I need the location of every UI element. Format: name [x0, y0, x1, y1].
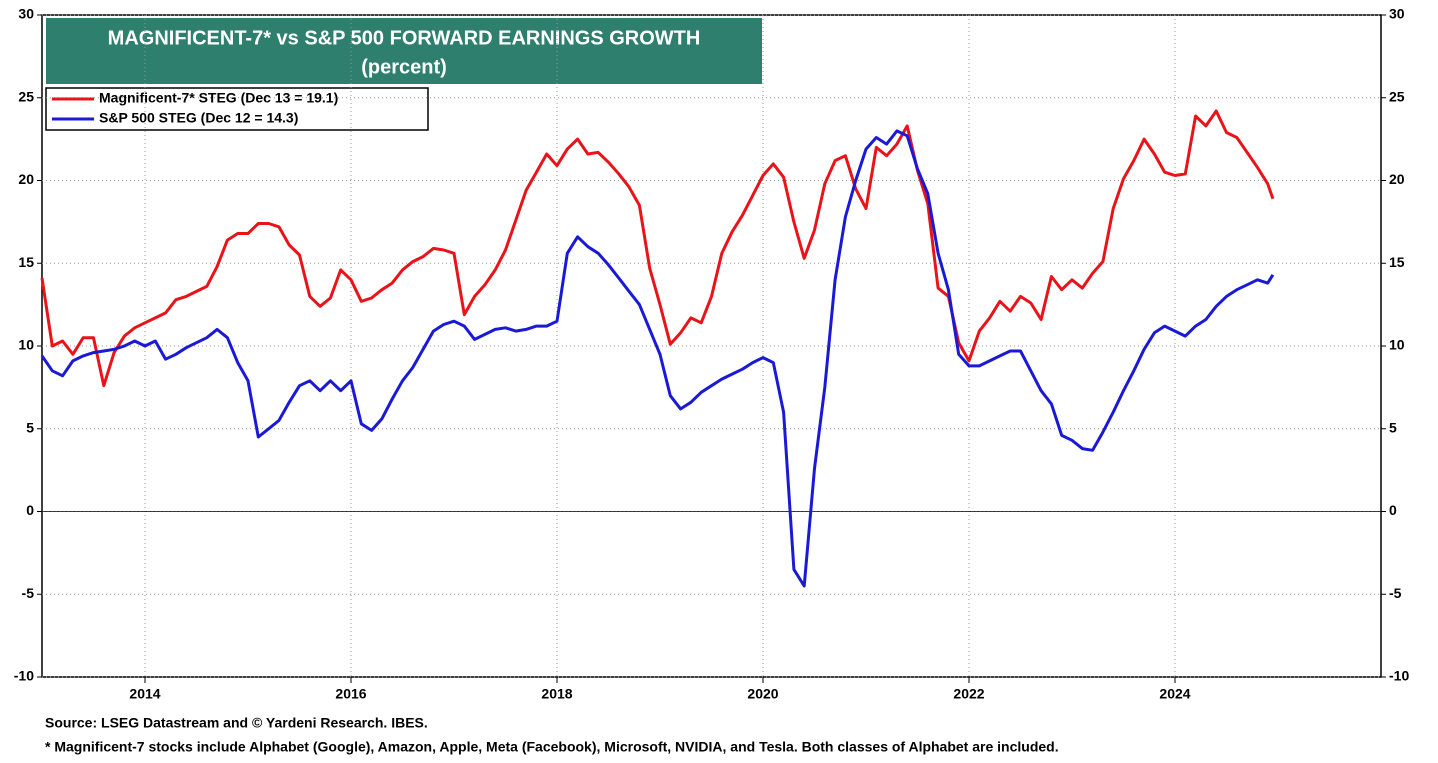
y-tick-label: 10 — [18, 337, 34, 353]
y2-tick-label: 0 — [1389, 502, 1397, 518]
x-tick-label: 2024 — [1159, 686, 1190, 702]
legend-label: S&P 500 STEG (Dec 12 = 14.3) — [99, 110, 298, 126]
legend-box — [45, 87, 429, 131]
y-tick-label: 30 — [18, 6, 34, 22]
y-tick-label: 5 — [26, 419, 34, 435]
y-tick-label: -10 — [14, 668, 34, 684]
legend-label: Magnificent-7* STEG (Dec 13 = 19.1) — [99, 90, 338, 106]
series-line — [40, 109, 1275, 388]
y2-tick-label: 20 — [1389, 171, 1405, 187]
title-box — [46, 18, 762, 84]
x-tick-label: 2018 — [541, 686, 572, 702]
y-tick-label: 15 — [18, 254, 34, 270]
series-line — [40, 129, 1275, 588]
y-tick-label: 20 — [18, 171, 34, 187]
y-tick-label: 25 — [18, 88, 34, 104]
y2-tick-label: 25 — [1389, 88, 1405, 104]
y-tick-label: -5 — [22, 585, 35, 601]
source-note: Source: LSEG Datastream and © Yardeni Re… — [45, 715, 428, 731]
x-tick-label: 2020 — [747, 686, 778, 702]
y-tick-label: 0 — [26, 502, 34, 518]
y2-tick-label: -5 — [1389, 585, 1402, 601]
x-tick-label: 2014 — [129, 686, 160, 702]
chart-subtitle: (percent) — [361, 56, 447, 78]
y2-tick-label: 5 — [1389, 419, 1397, 435]
x-tick-label: 2016 — [335, 686, 366, 702]
x-tick-label: 2022 — [953, 686, 984, 702]
y2-tick-label: -10 — [1389, 668, 1409, 684]
y2-tick-label: 30 — [1389, 6, 1405, 22]
footnote: * Magnificent-7 stocks include Alphabet … — [45, 739, 1059, 755]
chart-title: MAGNIFICENT-7* vs S&P 500 FORWARD EARNIN… — [108, 27, 701, 49]
y2-tick-label: 15 — [1389, 254, 1405, 270]
y2-tick-label: 10 — [1389, 337, 1405, 353]
